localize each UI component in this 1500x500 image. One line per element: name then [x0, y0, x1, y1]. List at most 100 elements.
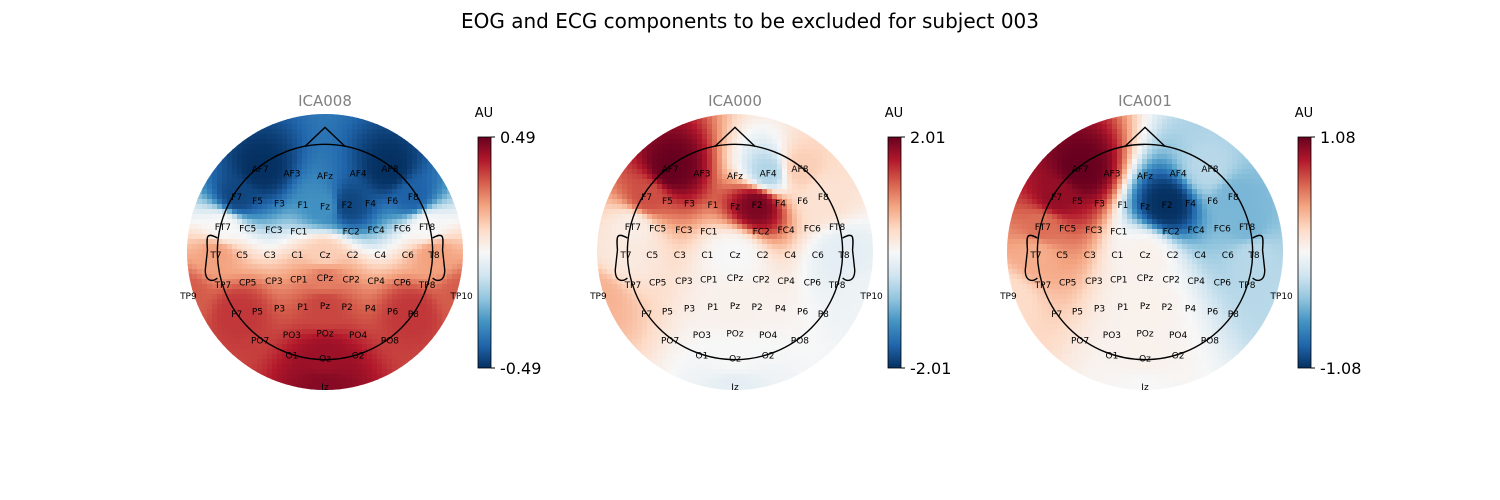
- channel-label: TP10: [449, 292, 473, 302]
- channel-label: CPz: [317, 274, 334, 284]
- channel-label: TP8: [828, 281, 846, 291]
- channel-label: FC6: [804, 225, 821, 235]
- channel-label: F8: [1228, 193, 1239, 203]
- channel-label: CP6: [394, 278, 412, 288]
- channel-label: FT7: [625, 223, 641, 233]
- channel-label: P4: [365, 305, 376, 315]
- channel-label: AFz: [317, 172, 333, 182]
- channel-label: CP6: [804, 278, 822, 288]
- channel-label: P7: [641, 310, 652, 320]
- channel-label: F8: [408, 193, 419, 203]
- channel-label: PO7: [661, 336, 679, 346]
- right-ear: [842, 234, 856, 282]
- channel-label: PO4: [349, 331, 368, 341]
- channel-label: P2: [342, 303, 353, 313]
- channel-label: F7: [641, 193, 652, 203]
- channel-label: TP9: [589, 292, 607, 302]
- channel-label: FC4: [1188, 226, 1205, 236]
- channel-label: PO7: [1071, 336, 1089, 346]
- channel-label: AF4: [760, 169, 777, 179]
- channel-label: PO8: [791, 336, 810, 346]
- channel-label: F3: [274, 200, 285, 210]
- channel-label: TP7: [624, 281, 642, 291]
- colorbar-max-label: 2.01: [910, 128, 946, 147]
- colorbar: AU 0.49 -0.49: [475, 106, 542, 378]
- channel-label: Cz: [1139, 251, 1150, 261]
- channel-label: AF8: [791, 165, 808, 175]
- channel-label: Oz: [1139, 354, 1151, 364]
- channel-label: F2: [752, 201, 763, 211]
- channel-label: F4: [1185, 200, 1196, 210]
- channel-label: F2: [1162, 201, 1173, 211]
- channel-label: P8: [1228, 310, 1239, 320]
- channel-label: PO4: [759, 331, 778, 341]
- channel-label: Oz: [319, 354, 331, 364]
- channel-label: FC3: [1085, 226, 1102, 236]
- colorbar-gradient: [887, 136, 902, 369]
- nose: [304, 126, 346, 147]
- channel-label: F6: [797, 197, 808, 207]
- channel-label: Iz: [321, 383, 329, 393]
- channel-label: F5: [662, 197, 673, 207]
- colorbar-min-label: -1.08: [1320, 359, 1361, 378]
- channel-label: F6: [387, 197, 398, 207]
- channel-label: P7: [231, 310, 242, 320]
- channel-label: P6: [1207, 307, 1218, 317]
- topomap-field: [597, 114, 873, 390]
- channel-label: P5: [252, 307, 263, 317]
- channel-label: TP10: [859, 292, 883, 302]
- channel-label: PO3: [693, 331, 711, 341]
- channel-label: O2: [1172, 352, 1185, 362]
- channel-label: Cz: [319, 251, 330, 261]
- channel-label: CP1: [290, 276, 307, 286]
- channel-label: C1: [701, 251, 713, 261]
- channel-label: F7: [231, 193, 242, 203]
- channel-label: FC6: [394, 225, 411, 235]
- colorbar-min-label: -2.01: [910, 359, 951, 378]
- channel-label: CP4: [367, 277, 385, 287]
- channel-label: P7: [1051, 310, 1062, 320]
- channel-label: FT8: [1239, 223, 1256, 233]
- channel-label: O2: [762, 352, 775, 362]
- channel-label: O1: [1105, 352, 1118, 362]
- topomap-field: [1007, 114, 1283, 390]
- channel-label: FT8: [829, 223, 846, 233]
- nose: [1124, 126, 1166, 147]
- left-ear: [1024, 234, 1038, 282]
- channel-label: C4: [1194, 251, 1206, 261]
- channel-label: PO3: [1103, 331, 1121, 341]
- channel-label: AF8: [1201, 165, 1218, 175]
- channel-label: AF7: [252, 165, 269, 175]
- channel-label: CP2: [1162, 276, 1179, 286]
- channel-label: F1: [1117, 201, 1128, 211]
- channel-label: PO8: [381, 336, 400, 346]
- channel-label: F3: [684, 200, 695, 210]
- channel-label: AFz: [1137, 172, 1153, 182]
- channel-label: C3: [264, 251, 276, 261]
- channel-labels: AF7 AF3 AFz AF4 AF8 F7 F5 F3 F1 Fz F2 F4 F6 F8 FT7 FC5 F…: [179, 165, 473, 393]
- topomap-panel: AF7 AF3 AFz AF4 AF8 F7 F5 F3 F1 Fz F2 F4 F6 F8 FT7 FC5 F…: [179, 92, 542, 393]
- channel-label: C3: [1084, 251, 1096, 261]
- channel-label: P4: [1185, 305, 1196, 315]
- channel-label: P5: [662, 307, 673, 317]
- channel-label: P8: [408, 310, 419, 320]
- channel-label: CP4: [777, 277, 795, 287]
- channel-label: C2: [757, 251, 769, 261]
- channel-label: CP2: [752, 276, 769, 286]
- channel-label: C6: [1222, 251, 1234, 261]
- channel-label: Fz: [730, 203, 740, 213]
- figure-title: EOG and ECG components to be excluded fo…: [461, 9, 1039, 33]
- channel-label: FC2: [753, 227, 770, 237]
- head-outline: [1036, 143, 1254, 361]
- channel-label: FC5: [1059, 225, 1076, 235]
- channel-label: PO4: [1169, 331, 1188, 341]
- channel-label: TP8: [418, 281, 436, 291]
- channel-label: AF7: [662, 165, 679, 175]
- channel-label: AF4: [350, 169, 367, 179]
- channel-label: FT7: [215, 223, 231, 233]
- channel-label: CP2: [342, 276, 359, 286]
- channel-label: TP10: [1269, 292, 1293, 302]
- channel-label: P2: [1162, 303, 1173, 313]
- channel-label: P2: [752, 303, 763, 313]
- head-outline: [216, 143, 434, 361]
